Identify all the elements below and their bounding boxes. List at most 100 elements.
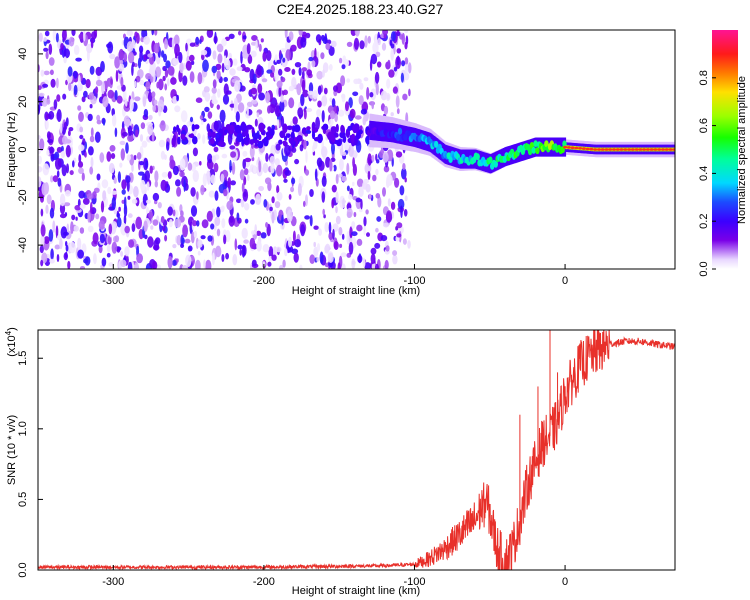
spectrogram-noise-cell — [402, 238, 407, 245]
x-tick-label: -100 — [403, 576, 425, 588]
spectrogram-noise-cell — [144, 234, 148, 240]
spectrogram-noise-cell — [211, 252, 215, 266]
spectrogram-noise-cell — [221, 218, 226, 229]
spectrogram-noise-cell — [114, 127, 118, 138]
spectrogram-noise-cell — [322, 208, 326, 216]
spectrogram-noise-cell — [288, 236, 292, 248]
spectrogram-noise-cell — [337, 262, 341, 269]
spectrogram-noise-cell — [234, 238, 238, 251]
spectrogram-noise-cell — [233, 97, 238, 110]
y-tick-label: 40 — [17, 48, 29, 60]
spectrogram-noise-cell — [351, 231, 358, 237]
spectrogram-noise-cell — [265, 152, 269, 162]
spectrogram-noise-cell — [340, 124, 345, 134]
spectrogram-noise-cell — [49, 258, 55, 264]
spectrogram-noise-cell — [40, 234, 45, 246]
spectrogram-noise-cell — [68, 82, 72, 92]
spectrogram-noise-cell — [88, 92, 95, 100]
spectrogram-noise-cell — [46, 194, 52, 205]
spectrogram-noise-cell — [337, 173, 343, 178]
spectrogram-noise-cell — [86, 193, 94, 200]
spectrogram-noise-cell — [261, 78, 268, 83]
spectrogram-noise-cell — [155, 66, 162, 78]
spectrogram-noise-cell — [206, 47, 212, 57]
spectrogram-noise-cell — [340, 252, 347, 258]
spectrogram-signal-band — [525, 140, 528, 160]
spectrogram-noise-cell — [39, 245, 44, 254]
spectrogram-noise-cell — [311, 131, 316, 140]
spectrogram-noise-cell — [341, 64, 346, 70]
spectrogram-noise-cell — [67, 260, 71, 269]
spectrogram-noise-cell — [291, 68, 296, 75]
spectrogram-noise-cell — [175, 179, 181, 187]
spectrogram-noise-cell — [372, 41, 379, 54]
spectrogram-noise-cell — [294, 158, 300, 165]
spectrogram-noise-cell — [157, 99, 165, 113]
spectrogram-noise-cell — [141, 140, 148, 148]
spectrogram-signal-peak — [634, 148, 639, 151]
colorbar: 0.0 0.2 0.4 0.6 0.8 Normalized spectral ampl… — [698, 30, 748, 277]
spectrogram-noise-cell — [246, 43, 251, 55]
spectrogram-noise-cell — [143, 108, 149, 118]
spectrogram-noise-cell — [352, 157, 355, 169]
spectrogram-noise-cell — [242, 50, 249, 59]
spectrogram-noise-cell — [278, 86, 282, 97]
spectrogram-noise-cell — [111, 108, 115, 117]
spectrogram-noise-cell — [48, 110, 55, 120]
spectrogram-noise-cell — [67, 66, 73, 77]
spectrogram-noise-cell — [108, 223, 113, 235]
spectrogram-noise-cell — [41, 252, 48, 264]
spectrogram-noise-cell — [52, 30, 57, 41]
spectrogram-noise-cell — [357, 254, 363, 263]
spectrogram-noise-cell — [390, 43, 395, 49]
spectrogram-noise-cell — [284, 248, 288, 257]
spectrogram-signal-peak — [581, 147, 586, 150]
spectrogram-noise-cell — [315, 34, 322, 43]
spectrogram-noise-cell — [229, 68, 236, 76]
spectrogram-noise-cell — [217, 88, 221, 98]
spectrogram-noise-cell — [195, 259, 201, 269]
spectrogram-noise-cell — [83, 90, 88, 98]
spectrogram-noise-cell — [190, 205, 198, 217]
spectrogram-noise-cell — [100, 60, 105, 73]
spectrogram-noise-cell — [358, 186, 364, 198]
spectrogram-noise-cell — [270, 128, 275, 137]
spectrogram-noise-cell — [38, 155, 42, 165]
spectrogram-noise-cell — [237, 102, 245, 113]
spectrogram-noise-cell — [322, 123, 329, 131]
spectrogram-noise-cell — [71, 214, 76, 221]
spectrogram-noise-cell — [374, 71, 380, 84]
spectrogram-noise-cell — [404, 177, 407, 183]
spectrogram-noise-cell — [396, 55, 400, 66]
spectrogram-noise-cell — [163, 154, 167, 161]
spectrogram-noise-cell — [274, 68, 280, 82]
colorbar-label: Normalized spectral amplitude — [736, 76, 748, 224]
spectrogram-signal-peak — [630, 148, 635, 151]
spectrogram-noise-cell — [301, 127, 307, 135]
spectrogram-noise-cell — [99, 233, 105, 244]
spectrogram-noise-cell — [241, 182, 245, 193]
spectrogram-noise-cell — [195, 97, 203, 103]
spectrogram-noise-cell — [280, 76, 286, 83]
spectrogram-noise-cell — [48, 146, 55, 154]
spectrogram-signal-band — [489, 154, 492, 174]
spectrogram-noise-cell — [242, 158, 246, 170]
spectrogram-noise-cell — [121, 131, 128, 137]
spectrogram-noise-cell — [163, 53, 167, 63]
spectrogram-signal-peak — [672, 148, 675, 151]
spectrogram-noise-cell — [45, 120, 49, 130]
spectrogram-noise-cell — [288, 194, 292, 200]
spectrogram-noise-cell — [190, 60, 195, 65]
spectrogram-noise-cell — [196, 191, 199, 200]
spectrogram-noise-cell — [216, 104, 220, 110]
spectrogram-noise-cell — [79, 134, 84, 140]
spectrogram-noise-cell — [89, 65, 95, 75]
spectrogram-noise-cell — [165, 60, 171, 69]
spectrogram-noise-cell — [375, 82, 379, 96]
spectrogram-noise-cell — [173, 126, 177, 133]
spectrogram-noise-cell — [316, 109, 322, 117]
spectrogram-noise-cell — [251, 99, 258, 105]
spectrogram-noise-cell — [202, 173, 207, 187]
spectrogram-noise-cell — [96, 114, 101, 122]
spectrogram-noise-cell — [299, 264, 303, 269]
